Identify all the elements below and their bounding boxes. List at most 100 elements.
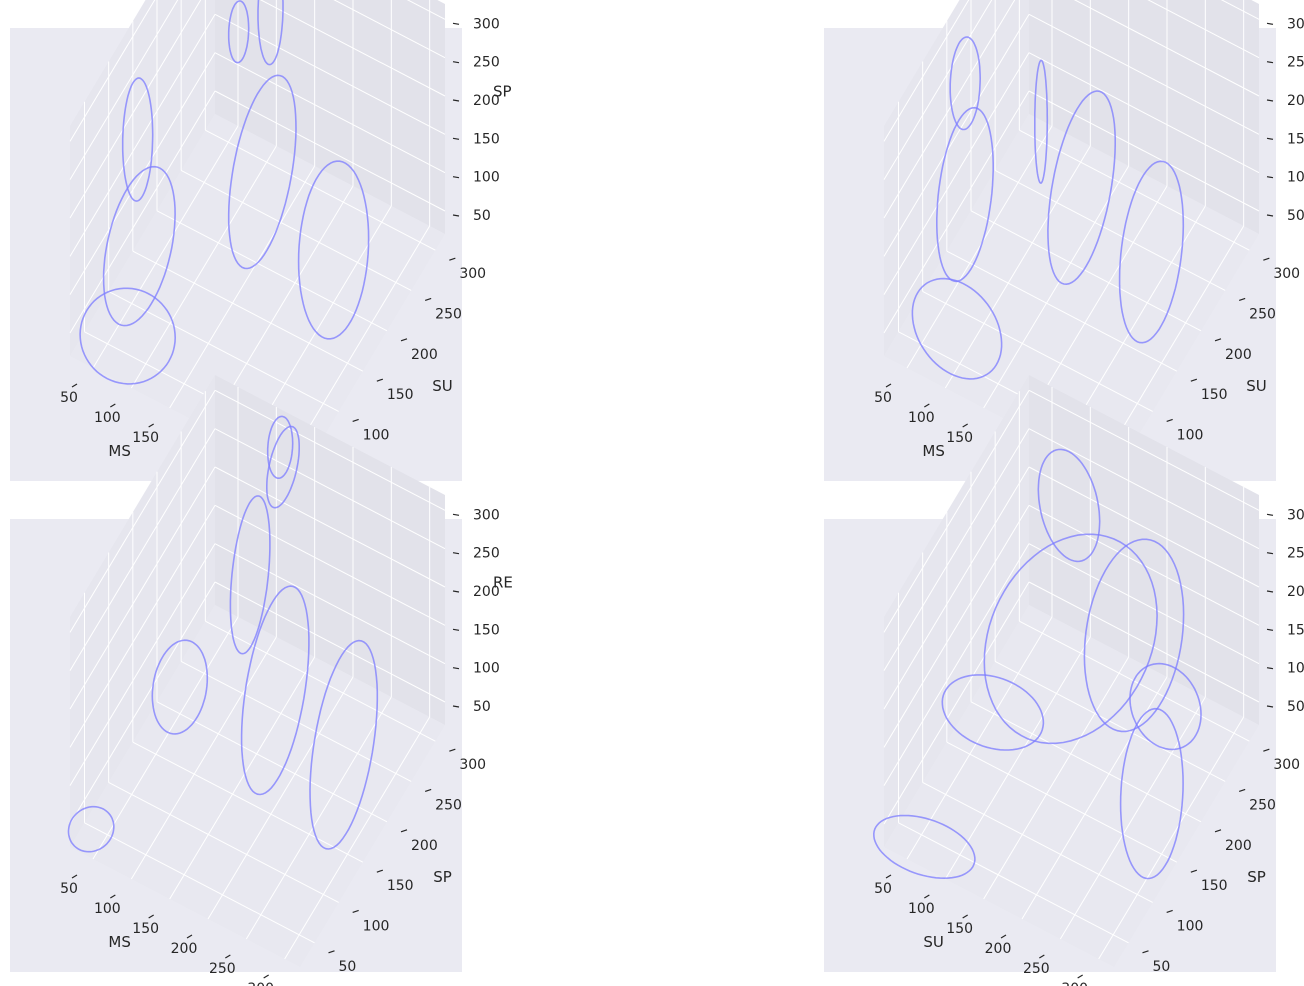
tick-mark: [885, 383, 892, 388]
ellipse-curve-2: [151, 639, 209, 735]
gridline: [1028, 90, 1260, 212]
pane-yz: [70, 0, 215, 356]
tick-mark: [449, 257, 456, 261]
gridline: [205, 620, 436, 742]
pane-back: [1029, 0, 1259, 234]
z-tick-label: 250: [473, 55, 500, 71]
tick-mark: [1266, 214, 1274, 217]
gridline: [906, 125, 1053, 369]
x-axis-label: SU: [923, 933, 944, 951]
pane-back: [1029, 375, 1259, 725]
ellipse-curve-4: [936, 106, 994, 283]
y-tick-label: 200: [1225, 838, 1252, 854]
z-tick-label: 300: [473, 507, 500, 523]
x-tick-label: 250: [209, 961, 236, 977]
ellipse-curve-3: [1034, 59, 1049, 184]
y-tick-label: 300: [1273, 757, 1300, 773]
gridline: [214, 389, 446, 511]
y-tick-label: 250: [1249, 306, 1276, 322]
tick-mark: [962, 914, 968, 919]
tick-mark: [110, 403, 116, 408]
tick-mark: [924, 894, 930, 899]
tick-mark: [1000, 934, 1007, 939]
ellipse-curve-5: [229, 495, 271, 655]
y-tick-label: 250: [435, 797, 462, 813]
gridline: [1028, 466, 1260, 588]
tick-mark: [452, 214, 460, 217]
x-tick-label: 150: [132, 921, 159, 937]
chart-3d-axes: 50100150200250300MS50100150200250300SU50…: [874, 0, 1304, 506]
gridline: [1019, 129, 1250, 251]
gridline: [1028, 52, 1260, 174]
gridline: [1028, 428, 1260, 550]
tick-mark: [1142, 950, 1149, 954]
ellipse-curve-1: [67, 805, 115, 853]
gridline: [883, 466, 1030, 710]
ellipse-curve-2: [941, 674, 1045, 751]
gridline: [333, 0, 446, 59]
gridline: [259, 0, 446, 97]
gridline: [69, 0, 179, 180]
y-tick-label: 150: [1201, 387, 1228, 403]
z-tick-label: 250: [1287, 546, 1304, 562]
tick-mark: [1214, 829, 1222, 833]
gridline: [207, 676, 354, 920]
x-tick-label: 100: [908, 410, 935, 426]
gridline: [169, 165, 316, 409]
tick-mark: [962, 423, 968, 428]
tick-mark: [452, 99, 460, 102]
tick-mark: [1190, 378, 1198, 382]
gridline: [69, 543, 216, 786]
gridline: [906, 616, 1053, 860]
y-axis-label: SU: [1246, 377, 1267, 395]
z-tick-label: 300: [1287, 507, 1304, 523]
tick-mark: [1238, 297, 1246, 302]
tick-mark: [1166, 418, 1173, 423]
gridline: [1028, 543, 1260, 665]
z-tick-label: 200: [473, 93, 500, 109]
z-tick-label: 50: [473, 699, 491, 715]
gridline: [132, 741, 364, 863]
gridline: [214, 581, 446, 703]
gridline: [169, 656, 316, 900]
gridline: [946, 250, 1178, 372]
gridline: [69, 505, 216, 748]
z-tick-label: 300: [1287, 16, 1304, 32]
tick-mark: [328, 950, 335, 954]
tick-mark: [1039, 954, 1045, 959]
tick-mark: [1190, 869, 1198, 873]
y-tick-label: 100: [1177, 918, 1204, 934]
gridline: [214, 543, 446, 665]
x-tick-label: 150: [946, 430, 973, 446]
gridline: [284, 716, 431, 960]
gridline: [92, 125, 239, 369]
tick-mark: [424, 297, 432, 302]
x-tick-label: 100: [94, 410, 121, 426]
z-tick-label: 250: [1287, 55, 1304, 71]
gridline: [156, 701, 388, 823]
tick-mark: [452, 552, 460, 555]
x-axis-label: MS: [108, 442, 130, 460]
z-tick-label: 200: [1287, 93, 1304, 109]
y-tick-label: 200: [411, 838, 438, 854]
z-tick-label: 200: [1287, 584, 1304, 600]
tick-mark: [449, 748, 456, 752]
tick-mark: [452, 22, 460, 25]
tick-mark: [452, 513, 460, 516]
tick-mark: [376, 378, 384, 382]
gridline: [883, 505, 1030, 748]
y-tick-label: 100: [363, 918, 390, 934]
ellipse-curve-1: [872, 814, 976, 880]
z-axis-label: RE: [493, 574, 513, 592]
tick-mark: [1263, 748, 1270, 752]
gridline: [92, 616, 239, 860]
y-tick-label: 50: [1153, 959, 1171, 975]
tick-mark: [1266, 61, 1274, 64]
tick-mark: [186, 934, 193, 939]
y-tick-label: 200: [411, 347, 438, 363]
gridline: [1098, 716, 1245, 960]
tick-mark: [452, 61, 460, 64]
ellipse-curve-3: [1037, 448, 1101, 563]
gridline: [108, 291, 339, 412]
y-tick-label: 150: [1201, 878, 1228, 894]
